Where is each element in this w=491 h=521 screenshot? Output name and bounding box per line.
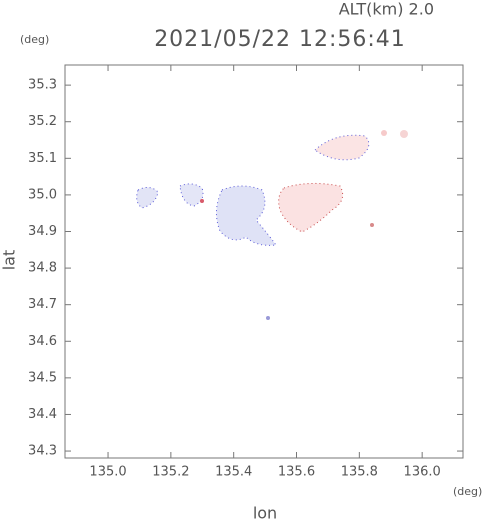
x-axis-label: lon [253,504,277,521]
echo-region [136,130,408,320]
y-tick-label: 34.9 [28,224,57,239]
chart-title: 2021/05/22 12:56:41 [154,27,406,52]
y-tick-label: 35.2 [28,114,57,129]
y-axis-label: lat [0,250,19,271]
x-tick-label: 135.6 [278,465,315,480]
x-tick-label: 135.2 [152,465,189,480]
x-tick-label: 135.8 [341,465,378,480]
x-tick-label: 136.0 [404,465,441,480]
x-tick-label: 135.0 [89,465,126,480]
altitude-label: ALT(km) 2.0 [339,0,434,19]
y-tick-label: 34.6 [28,334,57,349]
plot-frame [64,64,464,459]
y-tick-label: 34.7 [28,297,57,312]
y-tick-label: 34.3 [28,444,57,459]
x-unit: (deg) [453,485,482,498]
y-tick-label: 35.0 [28,187,57,202]
y-tick-label: 35.1 [28,151,57,166]
x-tick-label: 135.4 [215,465,252,480]
y-tick-label: 34.5 [28,370,57,385]
y-unit: (deg) [20,33,49,46]
y-tick-label: 34.4 [28,407,57,422]
y-tick-label: 34.8 [28,261,57,276]
y-tick-label: 35.3 [28,78,57,93]
